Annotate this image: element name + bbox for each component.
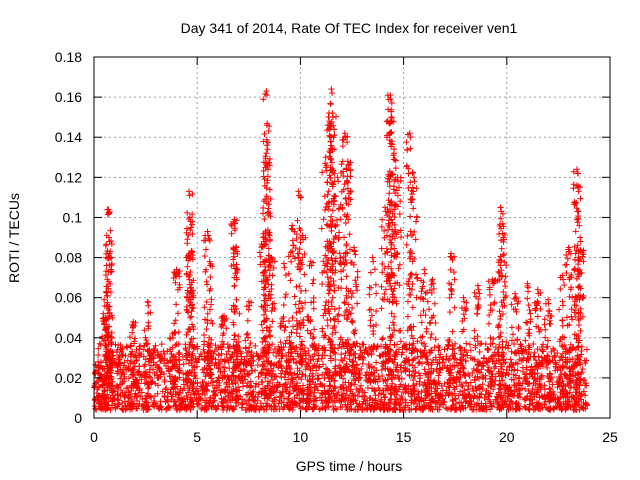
x-axis-label: GPS time / hours <box>296 458 403 474</box>
y-tick-label: 0.06 <box>55 290 82 306</box>
y-tick-label: 0.16 <box>55 89 82 105</box>
data-point <box>179 353 186 360</box>
data-point <box>423 385 430 392</box>
chart-title: Day 341 of 2014, Rate Of TEC Index for r… <box>181 20 518 36</box>
data-point <box>483 358 490 365</box>
data-point <box>532 357 539 364</box>
data-point <box>435 372 442 379</box>
y-tick-label: 0.18 <box>55 49 82 65</box>
data-point <box>161 376 168 383</box>
data-point <box>464 352 471 359</box>
data-point <box>124 357 131 364</box>
y-axis-label: ROTI / TECUs <box>6 193 22 283</box>
data-point <box>522 385 529 392</box>
data-point <box>133 346 140 353</box>
data-point <box>318 405 325 412</box>
x-tick-label: 25 <box>602 429 618 445</box>
x-tick-label: 0 <box>90 429 98 445</box>
data-point <box>480 363 487 370</box>
data-point <box>358 350 365 357</box>
data-point <box>226 343 233 350</box>
data-point <box>530 340 537 347</box>
data-point <box>461 387 468 394</box>
data-point <box>470 365 477 372</box>
data-point <box>356 343 363 350</box>
data-point <box>321 375 328 382</box>
data-point <box>467 347 474 354</box>
y-tick-label: 0.12 <box>55 169 82 185</box>
x-tick-label: 20 <box>499 429 515 445</box>
data-point <box>486 393 493 400</box>
data-point <box>252 342 259 349</box>
y-tick-label: 0.08 <box>55 250 82 266</box>
data-point <box>580 388 587 395</box>
data-point <box>317 381 324 388</box>
data-point <box>420 382 427 389</box>
y-tick-label: 0.04 <box>55 330 82 346</box>
data-point <box>134 397 141 404</box>
data-point <box>547 386 554 393</box>
y-tick-label: 0 <box>74 410 82 426</box>
data-point <box>441 346 448 353</box>
x-tick-label: 10 <box>293 429 309 445</box>
x-tick-label: 15 <box>396 429 412 445</box>
data-point <box>125 394 132 401</box>
data-point <box>373 359 380 366</box>
data-point <box>408 350 415 357</box>
data-point <box>422 397 429 404</box>
data-point <box>536 380 543 387</box>
data-point <box>253 380 260 387</box>
data-point <box>452 405 459 412</box>
data-point <box>490 386 497 393</box>
data-point <box>378 396 385 403</box>
data-point <box>294 350 301 357</box>
x-tick-label: 5 <box>193 429 201 445</box>
data-point <box>497 386 504 393</box>
data-points <box>91 86 591 413</box>
y-tick-label: 0.1 <box>63 209 83 225</box>
y-tick-label: 0.14 <box>55 129 82 145</box>
data-point <box>445 383 452 390</box>
data-point <box>496 341 503 348</box>
y-tick-label: 0.02 <box>55 370 82 386</box>
data-point <box>310 370 317 377</box>
data-point <box>399 344 406 351</box>
data-point <box>481 394 488 401</box>
